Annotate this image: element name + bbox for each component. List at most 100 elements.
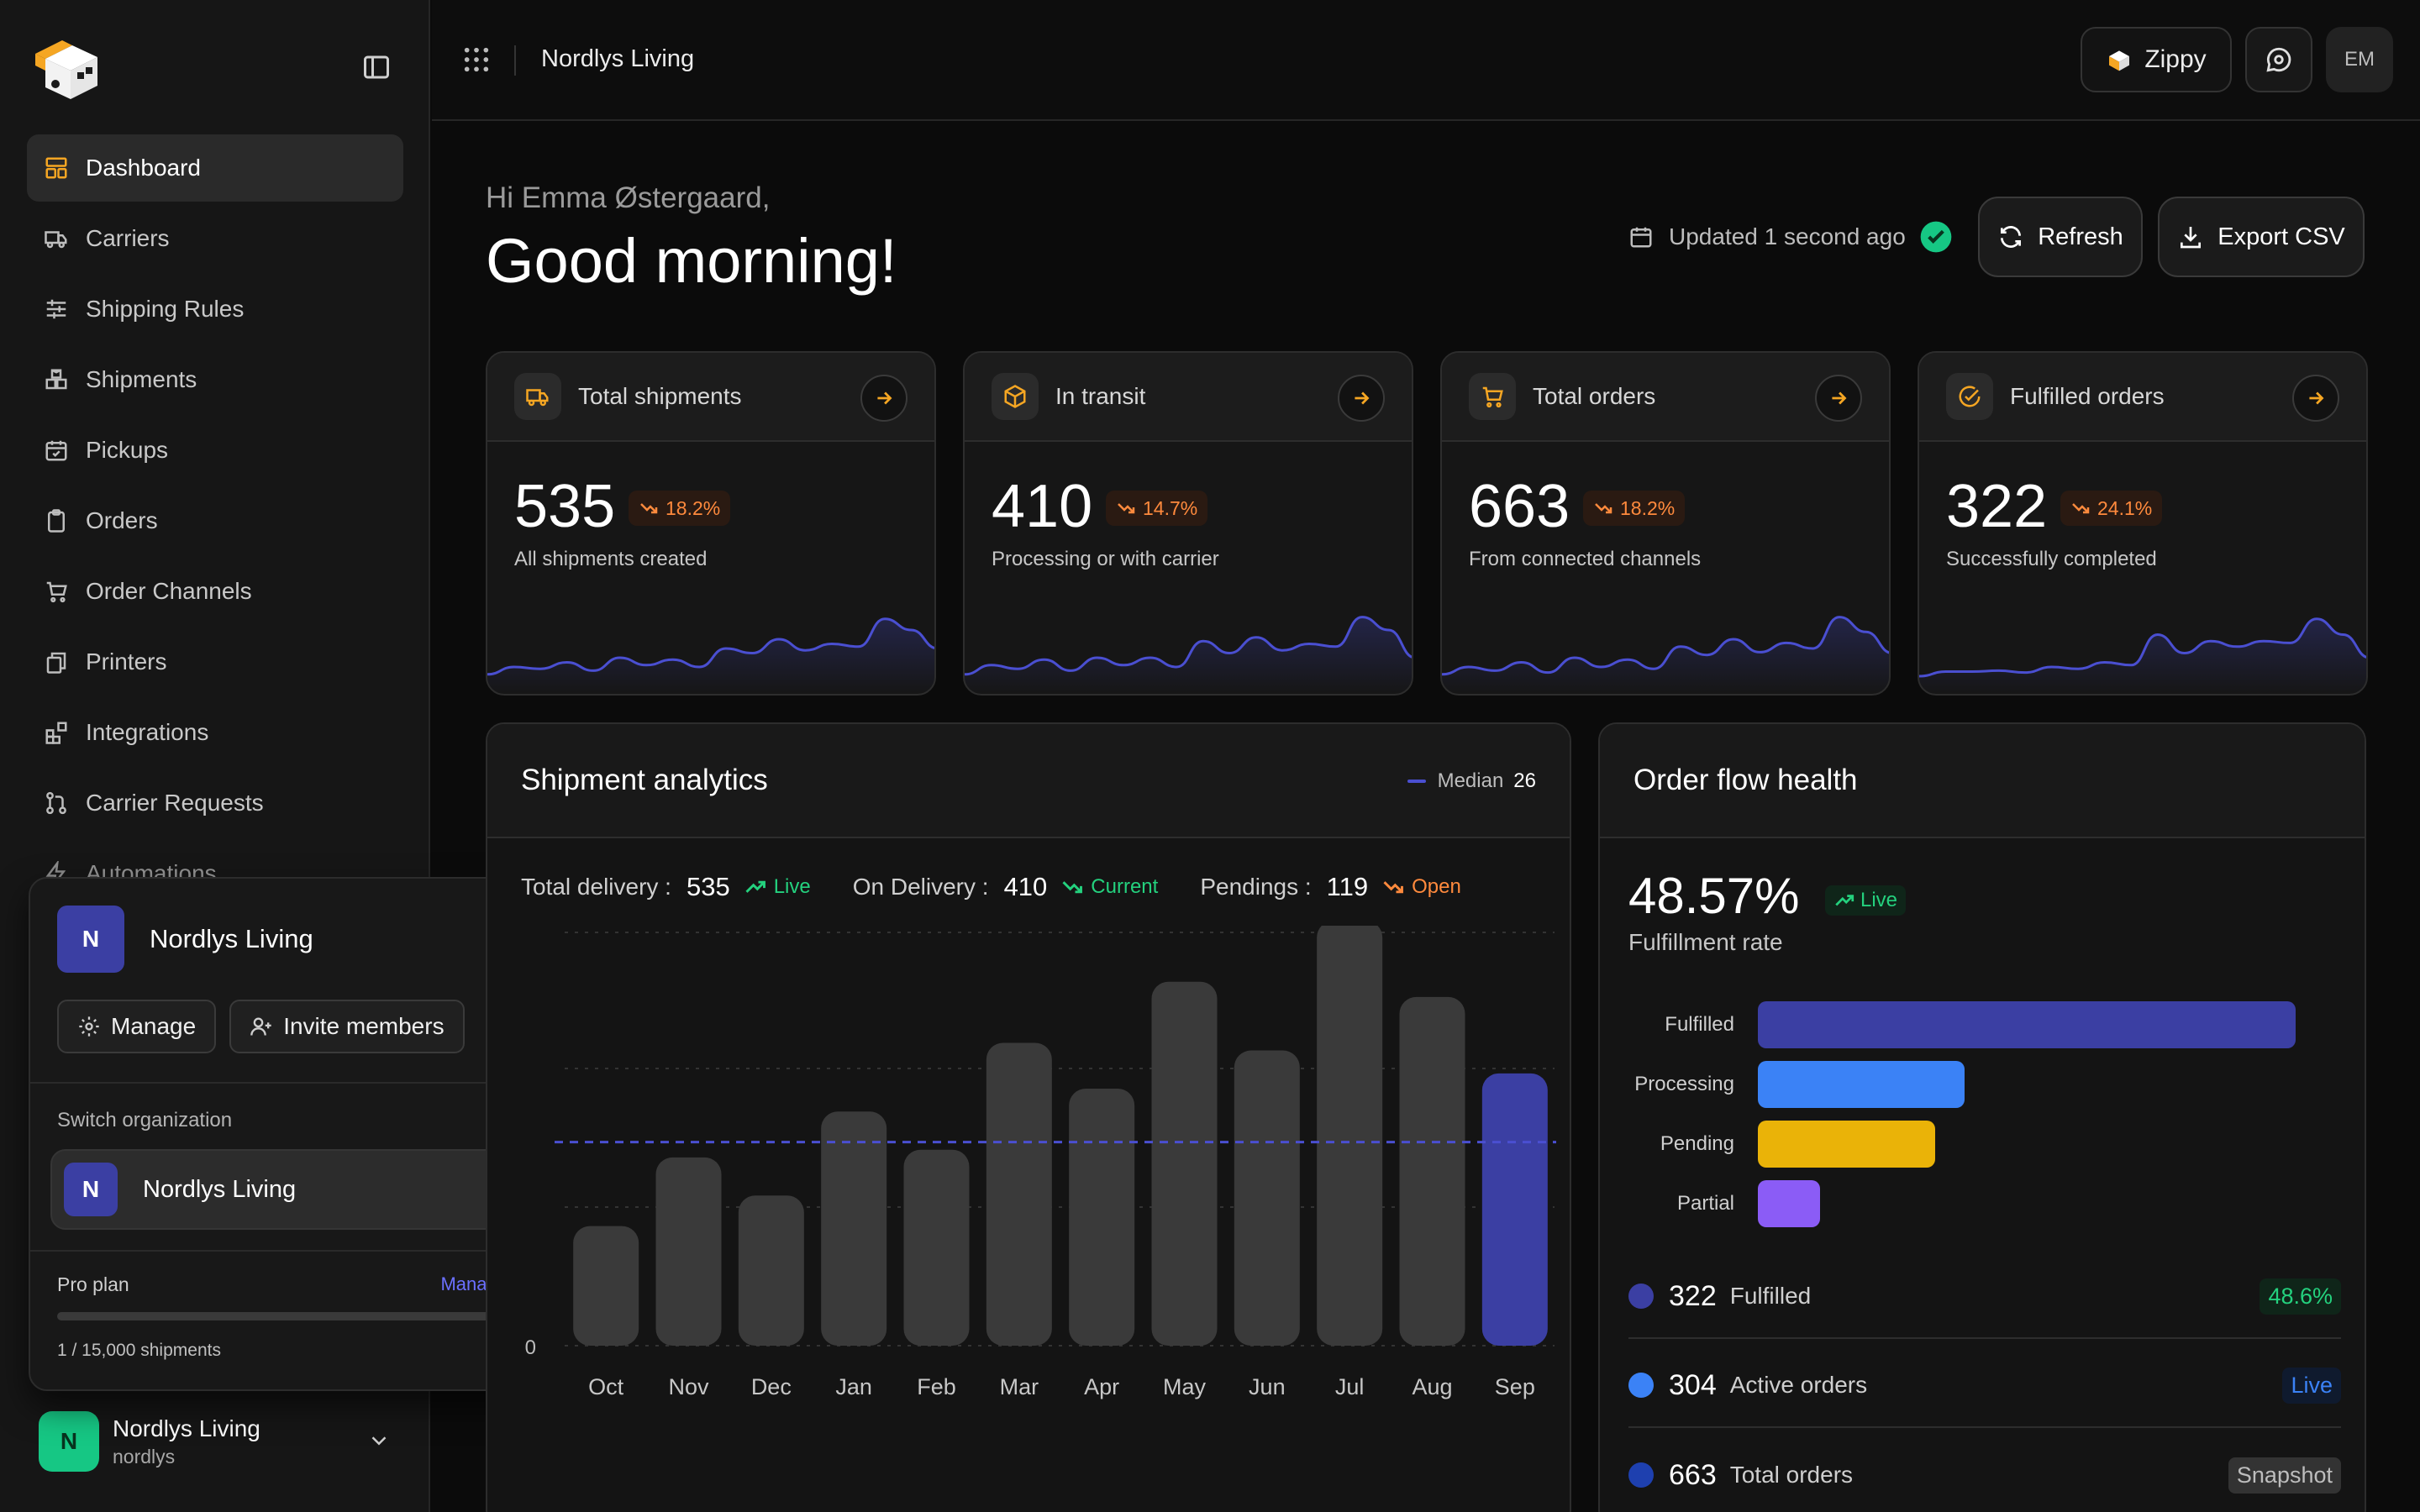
- median-line-swatch: [1407, 780, 1426, 783]
- refresh-button[interactable]: Refresh: [1978, 197, 2143, 277]
- fulfillment-rate: 48.57%: [1628, 868, 1800, 924]
- bar-feb[interactable]: [903, 1149, 970, 1346]
- kpi-open-button[interactable]: [2292, 375, 2339, 422]
- account-switcher[interactable]: N Nordlys Living nordlys: [39, 1410, 392, 1473]
- open-tag: Open: [1381, 875, 1461, 899]
- sidebar-item-shipments[interactable]: Shipments: [27, 346, 403, 413]
- on-delivery-value: 410: [1003, 872, 1048, 901]
- user-avatar[interactable]: EM: [2326, 27, 2393, 92]
- kpi-card[interactable]: Total orders 663 18.2% From connected ch…: [1440, 351, 1891, 696]
- legend-count: 322: [1669, 1279, 1717, 1312]
- support-chat-button[interactable]: [2245, 27, 2312, 92]
- x-tick-label: Dec: [751, 1374, 792, 1399]
- check-circle-icon: [1959, 386, 1981, 407]
- flow-bar-processing[interactable]: [1758, 1061, 1965, 1108]
- current-tag: Current: [1060, 875, 1158, 899]
- kpi-delta-badge: 18.2%: [629, 491, 731, 526]
- kpi-open-button[interactable]: [1815, 375, 1862, 422]
- legend-row[interactable]: 322 Fulfilled 48.6%: [1628, 1255, 2341, 1339]
- arrow-right-icon: [1355, 391, 1370, 405]
- x-tick-label: Mar: [1000, 1374, 1039, 1399]
- kpi-card[interactable]: Total shipments 535 18.2% All shipments …: [486, 351, 936, 696]
- gear-icon: [79, 1016, 99, 1037]
- kpi-card[interactable]: In transit 410 14.7% Processing or with …: [963, 351, 1413, 696]
- legend-row[interactable]: 663 Total orders Snapshot: [1628, 1433, 2341, 1512]
- total-delivery-value: 535: [686, 872, 730, 901]
- bar-apr[interactable]: [1069, 1089, 1135, 1346]
- flow-bar-label: Fulfilled: [1665, 1013, 1734, 1036]
- kpi-open-button[interactable]: [1338, 375, 1385, 422]
- manage-org-button[interactable]: Manage: [57, 1000, 217, 1053]
- flow-bar-partial[interactable]: [1758, 1180, 1820, 1227]
- pendings-value: 119: [1326, 872, 1369, 901]
- bar-jun[interactable]: [1234, 1050, 1300, 1346]
- workspace-title: Nordlys Living: [541, 45, 695, 72]
- switch-org-item[interactable]: N Nordlys Living: [50, 1149, 544, 1230]
- legend-dot: [1628, 1373, 1654, 1398]
- bar-mar[interactable]: [986, 1042, 1052, 1346]
- sidebar-item-label: Pickups: [86, 437, 169, 463]
- sparkline-area: [487, 618, 934, 694]
- analytics-stats: Total delivery : 535 Live On Delivery : …: [521, 872, 1503, 902]
- sidebar-item-label: Orders: [86, 507, 158, 533]
- tag-label: Open: [1412, 875, 1461, 898]
- trend-up-icon: [1835, 895, 1854, 906]
- sidebar-item-integrations[interactable]: Integrations: [27, 699, 403, 766]
- fulfillment-rate-label: Fulfillment rate: [1628, 929, 1783, 955]
- sidebar-item-orders[interactable]: Orders: [27, 487, 403, 554]
- trend-down-icon: [1383, 881, 1404, 894]
- sidebar-item-order-channels[interactable]: Order Channels: [27, 558, 403, 625]
- sparkline-area: [965, 617, 1412, 694]
- sidebar-item-carriers[interactable]: Carriers: [27, 205, 403, 272]
- kpi-delta-badge: 14.7%: [1106, 491, 1208, 526]
- kpi-sparkline: [1442, 616, 1889, 694]
- sidebar-item-label: Integrations: [86, 719, 209, 745]
- kpi-title: Total shipments: [578, 383, 742, 409]
- zippy-logo-icon: [2109, 50, 2130, 71]
- flow-bar-label: Processing: [1634, 1073, 1734, 1095]
- bar-may[interactable]: [1151, 981, 1218, 1346]
- sidebar-item-carrier-requests[interactable]: Carrier Requests: [27, 769, 403, 837]
- sidebar-item-label: Order Channels: [86, 578, 252, 604]
- divider: [30, 1250, 561, 1252]
- apps-grid-icon[interactable]: [462, 45, 491, 74]
- flow-bar-pending[interactable]: [1758, 1121, 1935, 1168]
- truck-icon: [45, 231, 67, 249]
- sidebar-collapse-icon[interactable]: [360, 52, 393, 82]
- legend-label: Fulfilled: [1729, 1283, 1812, 1309]
- refresh-icon: [2001, 226, 2022, 248]
- calendar-check-icon: [45, 440, 67, 461]
- bar-jan[interactable]: [821, 1111, 887, 1346]
- brand-logo[interactable]: [29, 29, 104, 104]
- invite-members-button[interactable]: Invite members: [229, 1000, 465, 1053]
- bar-aug[interactable]: [1399, 996, 1465, 1346]
- check-circle-icon: [1920, 221, 1952, 253]
- sidebar-item-shipping-rules[interactable]: Shipping Rules: [27, 276, 403, 343]
- sidebar-item-label: Carriers: [86, 225, 170, 251]
- arrow-right-icon: [1832, 391, 1847, 405]
- sidebar-item-printers[interactable]: Printers: [27, 628, 403, 696]
- kpi-subtitle: Successfully completed: [1946, 548, 2157, 570]
- flow-bar-fulfilled[interactable]: [1758, 1001, 2296, 1048]
- kpi-card[interactable]: Fulfilled orders 322 24.1% Successfully …: [1918, 351, 2368, 696]
- bar-oct[interactable]: [573, 1226, 639, 1346]
- organization-popover: N Nordlys Living Manage Invite members S…: [29, 877, 563, 1391]
- bar-dec[interactable]: [738, 1195, 804, 1346]
- sidebar-item-pickups[interactable]: Pickups: [27, 417, 403, 484]
- zippy-button[interactable]: Zippy: [2081, 27, 2232, 92]
- export-label: Export CSV: [2217, 223, 2345, 250]
- bar-jul[interactable]: [1317, 926, 1383, 1346]
- export-csv-button[interactable]: Export CSV: [2158, 197, 2365, 277]
- trend-down-icon: [1062, 881, 1083, 894]
- kpi-delta: 18.2%: [666, 496, 721, 519]
- sidebar-item-label: Dashboard: [86, 155, 201, 181]
- x-tick-label: Feb: [917, 1374, 956, 1399]
- boxes-icon: [45, 369, 67, 390]
- kpi-open-button[interactable]: [860, 375, 908, 422]
- sidebar-item-dashboard[interactable]: Dashboard: [27, 134, 403, 202]
- sidebar-item-label: Shipping Rules: [86, 296, 245, 322]
- legend-row[interactable]: 304 Active orders Live: [1628, 1344, 2341, 1428]
- x-tick-label: Jan: [835, 1374, 872, 1399]
- bar-sep[interactable]: [1481, 1073, 1548, 1346]
- bar-nov[interactable]: [655, 1157, 722, 1346]
